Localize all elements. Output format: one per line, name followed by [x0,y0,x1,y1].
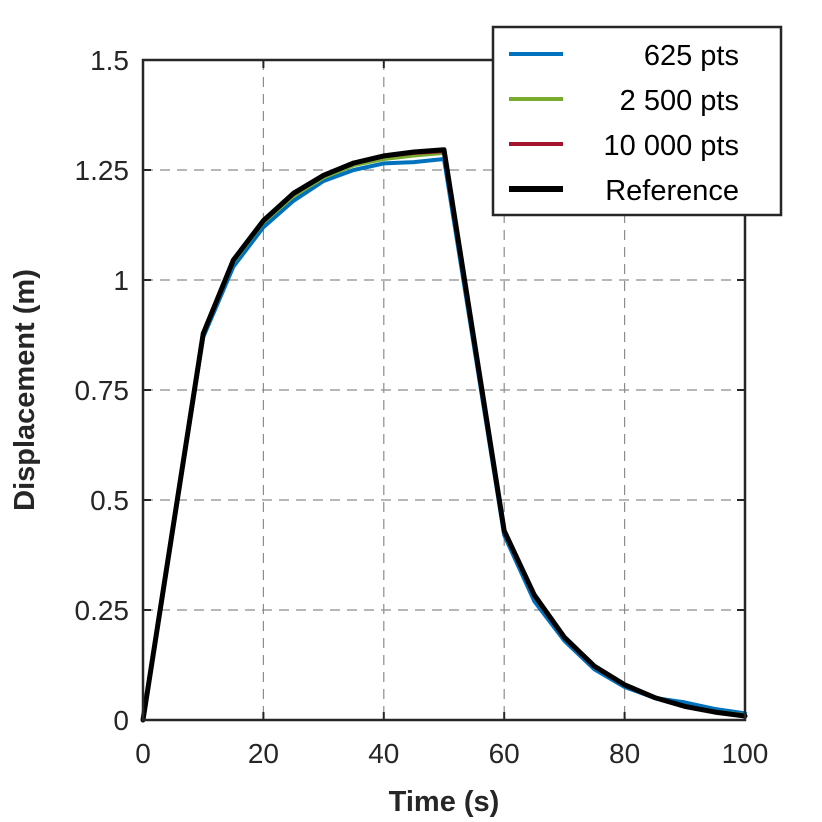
y-tick-label: 1.25 [75,155,130,186]
y-tick-label: 1.5 [90,45,129,76]
series-line-reference [140,147,748,723]
series-layer [140,147,748,723]
x-axis-title: Time (s) [389,786,500,818]
x-tick-labels: 0 20 40 60 80 100 [135,738,768,769]
y-tick-labels: 0 0.25 0.5 0.75 1 1.25 1.5 [75,45,130,736]
x-tick-label: 80 [609,738,640,769]
x-tick-label: 100 [722,738,769,769]
y-axis-title: Displacement (m) [9,269,41,511]
legend-box [491,25,783,217]
y-tick-label: 0.75 [75,375,130,406]
x-tick-label: 20 [248,738,279,769]
legend: 625 pts 2 500 pts 10 000 pts Reference [491,25,783,217]
y-tick-label: 0.5 [90,485,129,516]
legend-label: Reference [605,175,739,207]
x-tick-label: 40 [368,738,399,769]
y-tick-label: 1 [113,265,129,296]
x-tick-label: 60 [489,738,520,769]
legend-label: 625 pts [644,40,739,72]
legend-items: 625 pts 2 500 pts 10 000 pts Reference [509,40,739,207]
legend-label: 2 500 pts [620,85,739,117]
legend-label: 10 000 pts [604,130,739,162]
y-tick-label: 0 [113,705,129,736]
y-tick-label: 0.25 [75,595,130,626]
x-tick-label: 0 [135,738,151,769]
